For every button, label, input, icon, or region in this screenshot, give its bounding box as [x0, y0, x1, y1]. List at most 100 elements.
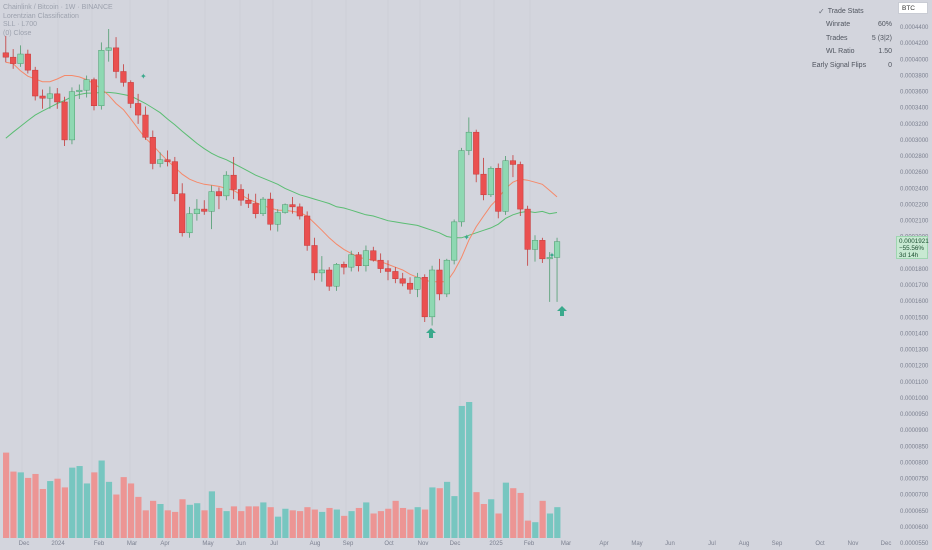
time-tick-label: Dec — [19, 541, 30, 547]
candle-body — [282, 204, 289, 213]
volume-bar — [105, 481, 113, 538]
volume-bar — [260, 502, 267, 538]
moving-averages — [5, 61, 558, 283]
volume-bar — [524, 520, 532, 538]
price-tick-label: 0.0003000 — [900, 138, 929, 144]
candle-body — [370, 250, 377, 261]
volume-bar — [157, 504, 164, 538]
cross-signal-icon: ✦ — [549, 251, 556, 260]
volume-bar — [451, 496, 458, 538]
volume-bar — [274, 516, 282, 538]
candle-body — [120, 71, 127, 83]
volume-bar — [377, 511, 385, 538]
price-tick-label: 0.0002400 — [900, 186, 929, 192]
indicator-label-1[interactable]: Lorentzian Classification — [3, 12, 79, 20]
price-tick-label: 0.0003200 — [900, 122, 929, 128]
volume-bar — [297, 511, 304, 538]
time-tick-label: Oct — [815, 541, 825, 547]
bar-countdown: 3d 14h — [899, 252, 919, 259]
symbol-badge[interactable]: BTC — [898, 2, 928, 14]
time-tick-label: Dec — [881, 541, 892, 547]
price-tick-label: 0.0003800 — [900, 73, 929, 79]
volume-bar — [282, 508, 289, 538]
volume-bar — [25, 477, 32, 538]
volume-bar — [98, 460, 105, 538]
buy-arrow-icon — [426, 328, 436, 338]
time-tick-label: Aug — [739, 541, 750, 547]
volume-bar — [348, 511, 355, 538]
candle-body — [333, 264, 340, 287]
candle-body — [142, 114, 149, 138]
candle-body — [296, 206, 303, 217]
candle-body — [517, 164, 524, 210]
volume-bar — [510, 488, 517, 538]
volume-bar — [399, 507, 407, 538]
candle-body — [230, 174, 237, 190]
time-tick-label: Oct — [384, 541, 394, 547]
fast-ma-line — [5, 61, 558, 283]
candle-body — [392, 271, 399, 279]
candle-body — [429, 269, 436, 318]
volume-bar — [429, 487, 436, 538]
trade-stats-panel: ✓ Trade Stats Winrate 60% Trades 5 (3|2)… — [812, 4, 892, 72]
candle-body — [164, 159, 171, 162]
time-tick-label: Jun — [665, 541, 675, 547]
price-tick-label: 0.0001700 — [900, 283, 929, 289]
candle-body — [421, 277, 428, 318]
chart-title: Chainlink / Bitcoin · 1W · BINANCE — [3, 4, 113, 11]
volume-bar — [32, 473, 39, 538]
stat-row-trades: Trades 5 (3|2) — [826, 34, 892, 42]
candle-body — [68, 91, 76, 141]
volume-bar — [370, 513, 377, 538]
volume-bar — [127, 483, 135, 538]
candle-body — [32, 69, 39, 97]
volume-bar — [319, 511, 326, 538]
candles — [2, 29, 561, 326]
volume-bar — [223, 511, 230, 538]
price-axis: 0.0004400 0.0004200 0.0004000 0.0003800 0.00… — [900, 25, 929, 547]
candle-body — [113, 47, 120, 72]
candle-body — [135, 103, 142, 116]
candle-body — [245, 199, 252, 204]
candle-body — [17, 53, 24, 64]
time-tick-label: Mar — [561, 541, 571, 547]
price-tick-label: 0.0000550 — [900, 541, 929, 547]
price-tick-label: 0.0000850 — [900, 444, 929, 450]
price-tick-label: 0.0002100 — [900, 219, 929, 225]
candle-body — [46, 93, 53, 99]
volume-bar — [54, 478, 61, 538]
candle-body — [539, 240, 546, 260]
volume-bars — [3, 402, 561, 538]
candle-body — [531, 240, 539, 250]
volume-bar — [120, 477, 127, 538]
slow-ma-line — [5, 91, 558, 239]
volume-bar — [91, 472, 98, 538]
candle-body — [377, 259, 384, 269]
volume-bar — [194, 503, 201, 538]
volume-bar — [385, 508, 392, 538]
volume-bar — [179, 499, 186, 538]
price-tick-label: 0.0003600 — [900, 90, 929, 96]
candle-body — [105, 47, 112, 51]
check-icon: ✓ — [818, 6, 825, 16]
time-tick-label: 2025 — [489, 541, 503, 547]
time-tick-label: Sep — [343, 541, 354, 547]
volume-bar — [304, 507, 311, 538]
candle-body — [171, 161, 178, 194]
volume-bar — [47, 481, 54, 538]
candle-body — [509, 160, 516, 165]
indicator-label-2[interactable]: SLL · L700 — [3, 21, 37, 28]
price-tick-label: 0.0000800 — [900, 460, 929, 466]
price-tick-label: 0.0003400 — [900, 106, 929, 112]
candle-body — [54, 93, 61, 103]
volume-bar — [238, 511, 245, 538]
price-tick-label: 0.0000900 — [900, 428, 929, 434]
volume-bar — [488, 499, 495, 538]
indicator-label-3[interactable]: (0) Close — [3, 29, 32, 37]
candle-body — [237, 189, 245, 201]
candle-body — [127, 82, 134, 104]
candle-body — [98, 50, 105, 106]
volume-bar — [10, 471, 17, 538]
volume-bar — [150, 500, 157, 538]
